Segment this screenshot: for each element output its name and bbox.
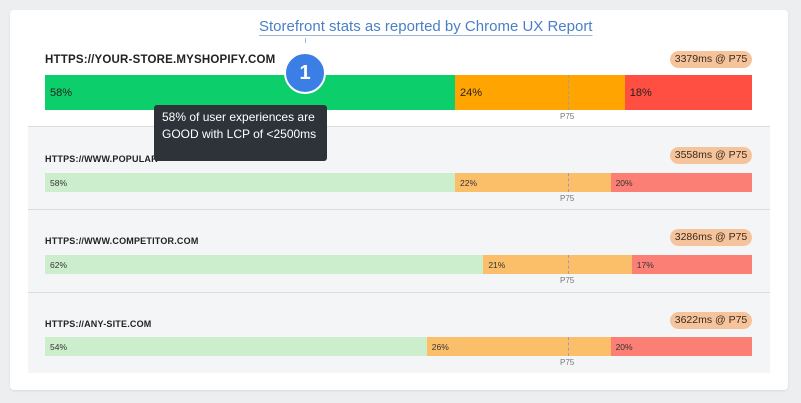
- p75-marker-line: [568, 173, 569, 192]
- segment-good[interactable]: 62%: [45, 255, 484, 274]
- p75-badge: 3622ms @ P75: [670, 312, 752, 329]
- segment-good[interactable]: 58%: [45, 173, 456, 192]
- row-divider: [28, 126, 770, 127]
- p75-marker-label: P75: [560, 194, 575, 203]
- segment-needs-improvement-label: 26%: [431, 341, 449, 352]
- site-url: HTTPS://WWW.POPULAR-: [45, 154, 161, 164]
- segment-good-label: 58%: [50, 177, 68, 188]
- site-row-competitor: HTTPS://WWW.COMPETITOR.COM 3286ms @ P75 …: [28, 210, 770, 292]
- site-url: HTTPS://ANY-SITE.COM: [45, 319, 152, 329]
- segment-poor-label: 20%: [615, 341, 633, 352]
- segment-poor[interactable]: 17%: [631, 255, 752, 274]
- row-divider: [28, 292, 770, 293]
- p75-marker-label: P75: [560, 358, 575, 367]
- segment-good-label: 62%: [50, 259, 68, 270]
- segment-poor-label: 20%: [615, 177, 633, 188]
- segment-poor[interactable]: 20%: [610, 337, 752, 356]
- site-row-popular: HTTPS://WWW.POPULAR- 3558ms @ P75 58% 22…: [28, 127, 770, 209]
- p75-marker-line: [568, 75, 569, 110]
- site-row-any-site: HTTPS://ANY-SITE.COM 3622ms @ P75 54% 26…: [28, 293, 770, 373]
- p75-marker-label: P75: [560, 112, 575, 121]
- lcp-distribution-bar: 62% 21% 17%: [45, 255, 752, 274]
- segment-good-label: 54%: [50, 341, 68, 352]
- segment-needs-improvement[interactable]: 21%: [483, 255, 632, 274]
- p75-marker-line: [568, 255, 569, 274]
- segment-poor[interactable]: 18%: [624, 75, 752, 110]
- p75-marker-line: [568, 337, 569, 356]
- p75-badge: 3379ms @ P75: [670, 51, 752, 68]
- segment-tooltip: 58% of user experiences are GOOD with LC…: [154, 105, 327, 161]
- segment-poor-label: 18%: [629, 86, 652, 99]
- lcp-distribution-bar: 58% 24% 18%: [45, 75, 752, 110]
- lcp-distribution-bar: 58% 22% 20%: [45, 173, 752, 192]
- segment-needs-improvement[interactable]: 22%: [455, 173, 611, 192]
- chrome-ux-report-title-link[interactable]: Storefront stats as reported by Chrome U…: [259, 18, 593, 35]
- row-divider: [28, 209, 770, 210]
- p75-badge: 3286ms @ P75: [670, 229, 752, 246]
- site-url: HTTPS://WWW.COMPETITOR.COM: [45, 236, 199, 246]
- segment-good[interactable]: 54%: [45, 337, 427, 356]
- segment-needs-improvement[interactable]: 26%: [426, 337, 611, 356]
- segment-poor-label: 17%: [636, 259, 654, 270]
- site-url: HTTPS://YOUR-STORE.MYSHOPIFY.COM: [45, 54, 276, 66]
- segment-good-label: 58%: [50, 86, 73, 99]
- site-row-your-store: HTTPS://YOUR-STORE.MYSHOPIFY.COM 3379ms …: [28, 43, 770, 125]
- lcp-distribution-bar: 54% 26% 20%: [45, 337, 752, 356]
- segment-good[interactable]: 58%: [45, 75, 456, 110]
- p75-badge: 3558ms @ P75: [670, 147, 752, 164]
- segment-needs-improvement[interactable]: 24%: [455, 75, 625, 110]
- segment-needs-improvement-label: 22%: [460, 177, 478, 188]
- segment-poor[interactable]: 20%: [610, 173, 752, 192]
- segment-needs-improvement-label: 21%: [488, 259, 506, 270]
- p75-marker-label: P75: [560, 276, 575, 285]
- segment-needs-improvement-label: 24%: [460, 86, 483, 99]
- step-number-badge: 1: [284, 52, 326, 94]
